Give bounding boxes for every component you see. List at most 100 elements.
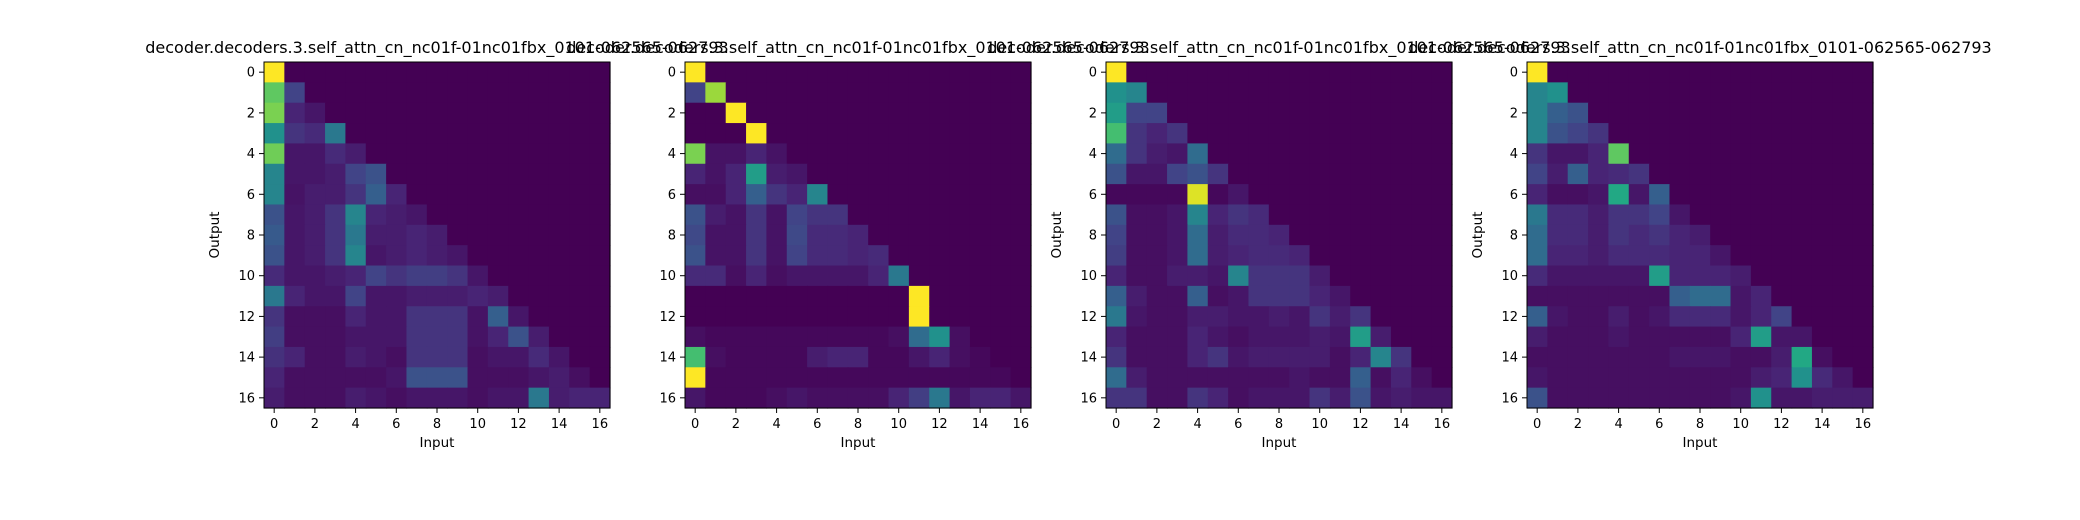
heatmap-cell xyxy=(1811,346,1833,368)
heatmap-cell xyxy=(1329,387,1351,409)
heatmap-cell xyxy=(1329,123,1351,145)
heatmap-cell xyxy=(325,387,347,409)
heatmap-cell xyxy=(1431,265,1453,287)
heatmap-cell xyxy=(1167,285,1189,307)
heatmap-cell xyxy=(487,204,509,226)
heatmap-cell xyxy=(345,123,367,145)
heatmap-cell xyxy=(1750,102,1772,124)
heatmap-cell xyxy=(548,387,570,409)
heatmap-cell xyxy=(705,346,727,368)
heatmap-cell xyxy=(1689,265,1711,287)
heatmap-cell xyxy=(548,367,570,389)
heatmap-cell xyxy=(725,184,747,206)
heatmap-cell xyxy=(746,62,768,83)
heatmap-cell xyxy=(1228,184,1250,206)
heatmap-cell xyxy=(1669,224,1691,246)
x-tick-label: 4 xyxy=(351,417,359,432)
heatmap-cell xyxy=(1187,326,1209,348)
heatmap-cell xyxy=(766,143,788,165)
heatmap-cell xyxy=(1567,285,1589,307)
heatmap-cell xyxy=(949,285,971,307)
heatmap-cell xyxy=(1689,306,1711,328)
heatmap-cell xyxy=(1010,245,1032,267)
heatmap-cell xyxy=(868,102,890,124)
heatmap-cell xyxy=(1248,224,1270,246)
heatmap-cell xyxy=(548,265,570,287)
heatmap-cell xyxy=(1431,285,1453,307)
heatmap-cell xyxy=(766,285,788,307)
heatmap-cell xyxy=(304,346,326,368)
heatmap-cell xyxy=(1010,306,1032,328)
heatmap-cell xyxy=(1730,143,1752,165)
heatmap-cell xyxy=(1811,306,1833,328)
heatmap-cell xyxy=(1628,204,1650,226)
heatmap-cell xyxy=(284,143,306,165)
heatmap-cell xyxy=(1547,245,1569,267)
heatmap-cell xyxy=(1228,62,1250,83)
heatmap-cell xyxy=(284,204,306,226)
heatmap-cell xyxy=(990,367,1012,389)
heatmap-cell xyxy=(345,163,367,185)
heatmap-cell xyxy=(1370,204,1392,226)
heatmap-cell xyxy=(929,285,951,307)
heatmap-cell xyxy=(1649,62,1671,83)
heatmap-cell xyxy=(1289,102,1311,124)
heatmap-cell xyxy=(746,224,768,246)
heatmap-cell xyxy=(888,123,910,145)
heatmap-cell xyxy=(1527,204,1548,226)
heatmap-cell xyxy=(847,326,869,348)
heatmap-cell xyxy=(325,184,347,206)
heatmap-cell xyxy=(447,143,469,165)
x-tick-label: 10 xyxy=(890,417,907,432)
heatmap-cell xyxy=(807,224,829,246)
heatmap-cell xyxy=(990,82,1012,104)
heatmap-cell xyxy=(1167,123,1189,145)
heatmap-cell xyxy=(1771,204,1793,226)
heatmap-cell xyxy=(1329,163,1351,185)
heatmap-cell xyxy=(1126,82,1148,104)
heatmap-cell xyxy=(827,102,849,124)
heatmap-cell xyxy=(1852,265,1874,287)
heatmap-cell xyxy=(827,62,849,83)
heatmap-cell xyxy=(888,326,910,348)
heatmap-cell xyxy=(1832,102,1854,124)
heatmap-cell xyxy=(1248,285,1270,307)
heatmap-cell xyxy=(1689,102,1711,124)
heatmap-cell xyxy=(1771,102,1793,124)
heatmap-cell xyxy=(325,102,347,124)
heatmap-cell xyxy=(969,224,991,246)
heatmap-cell xyxy=(528,62,550,83)
heatmap-cell xyxy=(1730,387,1752,409)
heatmap-cell xyxy=(1791,184,1813,206)
heatmap-cell xyxy=(589,306,611,328)
heatmap-cell xyxy=(1832,224,1854,246)
heatmap-cell xyxy=(1370,143,1392,165)
heatmap-cell xyxy=(1750,62,1772,83)
heatmap-cell xyxy=(487,306,509,328)
heatmap-cell xyxy=(1390,163,1412,185)
heatmap-cell xyxy=(589,204,611,226)
heatmap-cell xyxy=(847,123,869,145)
heatmap-cell xyxy=(1106,367,1127,389)
heatmap-cell xyxy=(548,123,570,145)
heatmap-cell xyxy=(548,285,570,307)
heatmap-cell xyxy=(365,123,387,145)
heatmap-cell xyxy=(1106,326,1127,348)
heatmap-cell xyxy=(705,265,727,287)
x-tick-label: 14 xyxy=(972,417,989,432)
heatmap-cell xyxy=(1329,184,1351,206)
heatmap-cell xyxy=(264,306,285,328)
heatmap-cell xyxy=(1628,184,1650,206)
heatmap-cell xyxy=(1608,224,1630,246)
heatmap-cell xyxy=(1608,285,1630,307)
heatmap-cell xyxy=(386,224,408,246)
heatmap-cell xyxy=(569,123,591,145)
heatmap-cell xyxy=(766,82,788,104)
heatmap-cell xyxy=(569,184,591,206)
heatmap-cell xyxy=(1527,163,1548,185)
heatmap-cell xyxy=(1106,204,1127,226)
heatmap-cell xyxy=(746,123,768,145)
heatmap-cell xyxy=(508,285,530,307)
heatmap-cell xyxy=(1228,265,1250,287)
heatmap-cell xyxy=(868,143,890,165)
